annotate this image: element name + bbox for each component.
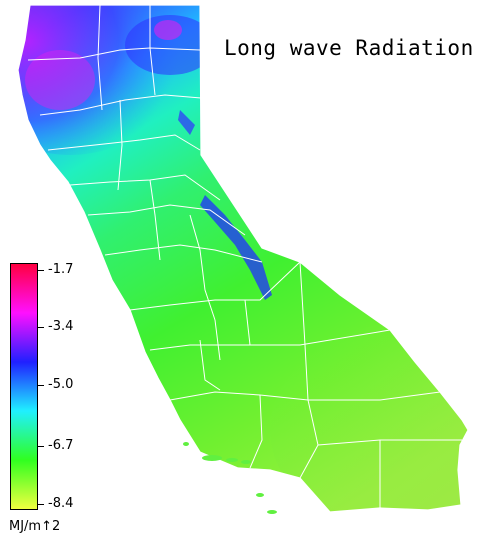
county-boundaries (17, 4, 469, 513)
legend-unit: MJ/m↑2 (9, 519, 61, 534)
color-scale-bar (10, 263, 38, 510)
legend-tick (38, 270, 44, 271)
legend-label-3: -5.0 (48, 377, 74, 392)
channel-islands (183, 442, 277, 514)
legend-tick (38, 446, 44, 447)
map-title: Long wave Radiation (224, 36, 474, 60)
legend-tick (38, 327, 44, 328)
legend-label-max: -1.7 (48, 262, 74, 277)
legend-tick (38, 504, 44, 505)
legend-label-min: -8.4 (48, 496, 74, 511)
legend-label-2: -3.4 (48, 319, 74, 334)
legend-label-4: -6.7 (48, 438, 74, 453)
legend-tick (38, 385, 44, 386)
